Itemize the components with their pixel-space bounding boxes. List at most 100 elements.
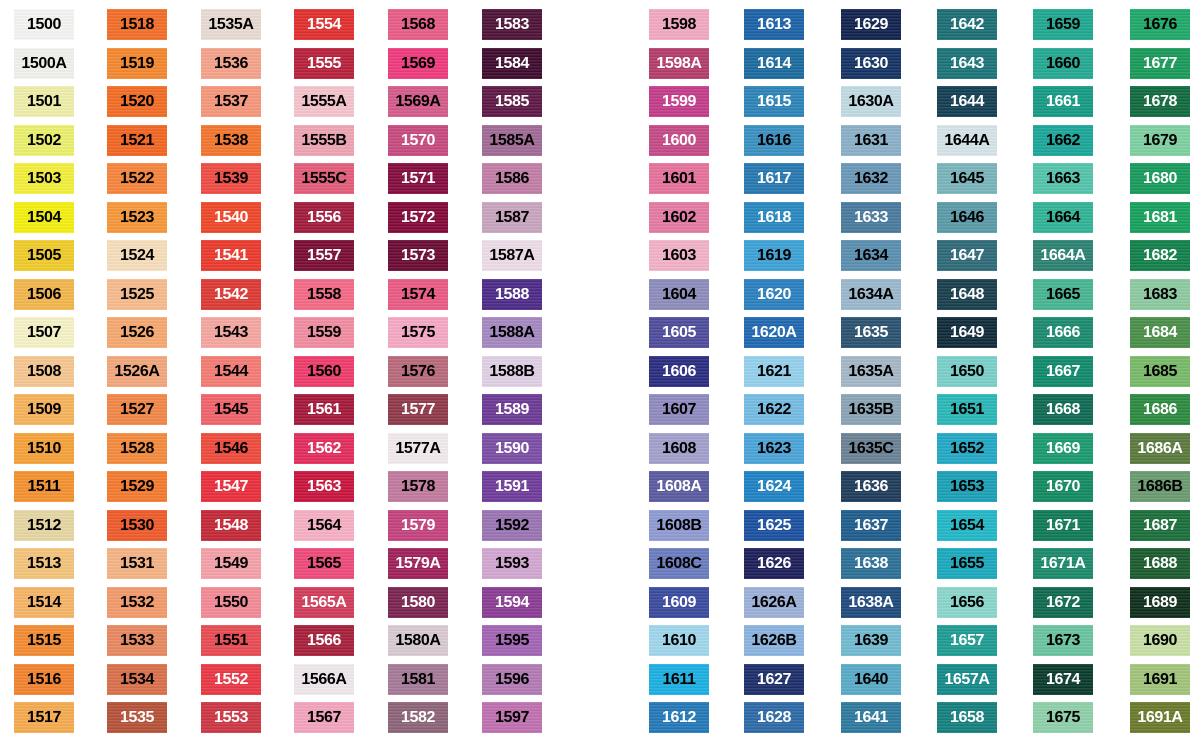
color-swatch[interactable]: 1653: [937, 471, 997, 502]
color-swatch[interactable]: 1544: [201, 356, 261, 387]
color-swatch[interactable]: 1568: [388, 9, 448, 40]
color-swatch[interactable]: 1616: [744, 125, 804, 156]
color-swatch[interactable]: 1547: [201, 471, 261, 502]
color-swatch[interactable]: 1587A: [482, 240, 542, 271]
color-swatch[interactable]: 1590: [482, 433, 542, 464]
color-swatch[interactable]: 1500: [14, 9, 74, 40]
color-swatch[interactable]: 1671A: [1033, 548, 1093, 579]
color-swatch[interactable]: 1588A: [482, 317, 542, 348]
color-swatch[interactable]: 1686B: [1130, 471, 1190, 502]
color-swatch[interactable]: 1514: [14, 587, 74, 618]
color-swatch[interactable]: 1600: [649, 125, 709, 156]
color-swatch[interactable]: 1518: [107, 9, 167, 40]
color-swatch[interactable]: 1666: [1033, 317, 1093, 348]
color-swatch[interactable]: 1513: [14, 548, 74, 579]
color-swatch[interactable]: 1551: [201, 625, 261, 656]
color-swatch[interactable]: 1646: [937, 202, 997, 233]
color-swatch[interactable]: 1687: [1130, 510, 1190, 541]
color-swatch[interactable]: 1592: [482, 510, 542, 541]
color-swatch[interactable]: 1676: [1130, 9, 1190, 40]
color-swatch[interactable]: 1580: [388, 587, 448, 618]
color-swatch[interactable]: 1579: [388, 510, 448, 541]
color-swatch[interactable]: 1632: [841, 163, 901, 194]
color-swatch[interactable]: 1532: [107, 587, 167, 618]
color-swatch[interactable]: 1681: [1130, 202, 1190, 233]
color-swatch[interactable]: 1638: [841, 548, 901, 579]
color-swatch[interactable]: 1679: [1130, 125, 1190, 156]
color-swatch[interactable]: 1500A: [14, 48, 74, 79]
color-swatch[interactable]: 1595: [482, 625, 542, 656]
color-swatch[interactable]: 1558: [294, 279, 354, 310]
color-swatch[interactable]: 1534: [107, 664, 167, 695]
color-swatch[interactable]: 1527: [107, 394, 167, 425]
color-swatch[interactable]: 1686: [1130, 394, 1190, 425]
color-swatch[interactable]: 1648: [937, 279, 997, 310]
color-swatch[interactable]: 1640: [841, 664, 901, 695]
color-swatch[interactable]: 1635: [841, 317, 901, 348]
color-swatch[interactable]: 1553: [201, 702, 261, 733]
color-swatch[interactable]: 1597: [482, 702, 542, 733]
color-swatch[interactable]: 1659: [1033, 9, 1093, 40]
color-swatch[interactable]: 1585: [482, 86, 542, 117]
color-swatch[interactable]: 1588B: [482, 356, 542, 387]
color-swatch[interactable]: 1511: [14, 471, 74, 502]
color-swatch[interactable]: 1556: [294, 202, 354, 233]
color-swatch[interactable]: 1635C: [841, 433, 901, 464]
color-swatch[interactable]: 1607: [649, 394, 709, 425]
color-swatch[interactable]: 1658: [937, 702, 997, 733]
color-swatch[interactable]: 1608C: [649, 548, 709, 579]
color-swatch[interactable]: 1519: [107, 48, 167, 79]
color-swatch[interactable]: 1657: [937, 625, 997, 656]
color-swatch[interactable]: 1565: [294, 548, 354, 579]
color-swatch[interactable]: 1633: [841, 202, 901, 233]
color-swatch[interactable]: 1634A: [841, 279, 901, 310]
color-swatch[interactable]: 1672: [1033, 587, 1093, 618]
color-swatch[interactable]: 1537: [201, 86, 261, 117]
color-swatch[interactable]: 1520: [107, 86, 167, 117]
color-swatch[interactable]: 1655: [937, 548, 997, 579]
color-swatch[interactable]: 1566: [294, 625, 354, 656]
color-swatch[interactable]: 1538: [201, 125, 261, 156]
color-swatch[interactable]: 1562: [294, 433, 354, 464]
color-swatch[interactable]: 1569A: [388, 86, 448, 117]
color-swatch[interactable]: 1626: [744, 548, 804, 579]
color-swatch[interactable]: 1664: [1033, 202, 1093, 233]
color-swatch[interactable]: 1645: [937, 163, 997, 194]
color-swatch[interactable]: 1566A: [294, 664, 354, 695]
color-swatch[interactable]: 1665: [1033, 279, 1093, 310]
color-swatch[interactable]: 1584: [482, 48, 542, 79]
color-swatch[interactable]: 1555A: [294, 86, 354, 117]
color-swatch[interactable]: 1552: [201, 664, 261, 695]
color-swatch[interactable]: 1578: [388, 471, 448, 502]
color-swatch[interactable]: 1536: [201, 48, 261, 79]
color-swatch[interactable]: 1630A: [841, 86, 901, 117]
color-swatch[interactable]: 1574: [388, 279, 448, 310]
color-swatch[interactable]: 1612: [649, 702, 709, 733]
color-swatch[interactable]: 1507: [14, 317, 74, 348]
color-swatch[interactable]: 1608A: [649, 471, 709, 502]
color-swatch[interactable]: 1644: [937, 86, 997, 117]
color-swatch[interactable]: 1528: [107, 433, 167, 464]
color-swatch[interactable]: 1642: [937, 9, 997, 40]
color-swatch[interactable]: 1587: [482, 202, 542, 233]
color-swatch[interactable]: 1657A: [937, 664, 997, 695]
color-swatch[interactable]: 1663: [1033, 163, 1093, 194]
color-swatch[interactable]: 1555B: [294, 125, 354, 156]
color-swatch[interactable]: 1674: [1033, 664, 1093, 695]
color-swatch[interactable]: 1529: [107, 471, 167, 502]
color-swatch[interactable]: 1680: [1130, 163, 1190, 194]
color-swatch[interactable]: 1677: [1130, 48, 1190, 79]
color-swatch[interactable]: 1582: [388, 702, 448, 733]
color-swatch[interactable]: 1634: [841, 240, 901, 271]
color-swatch[interactable]: 1577: [388, 394, 448, 425]
color-swatch[interactable]: 1583: [482, 9, 542, 40]
color-swatch[interactable]: 1535: [107, 702, 167, 733]
color-swatch[interactable]: 1670: [1033, 471, 1093, 502]
color-swatch[interactable]: 1689: [1130, 587, 1190, 618]
color-swatch[interactable]: 1629: [841, 9, 901, 40]
color-swatch[interactable]: 1588: [482, 279, 542, 310]
color-swatch[interactable]: 1613: [744, 9, 804, 40]
color-swatch[interactable]: 1591: [482, 471, 542, 502]
color-swatch[interactable]: 1671: [1033, 510, 1093, 541]
color-swatch[interactable]: 1626B: [744, 625, 804, 656]
